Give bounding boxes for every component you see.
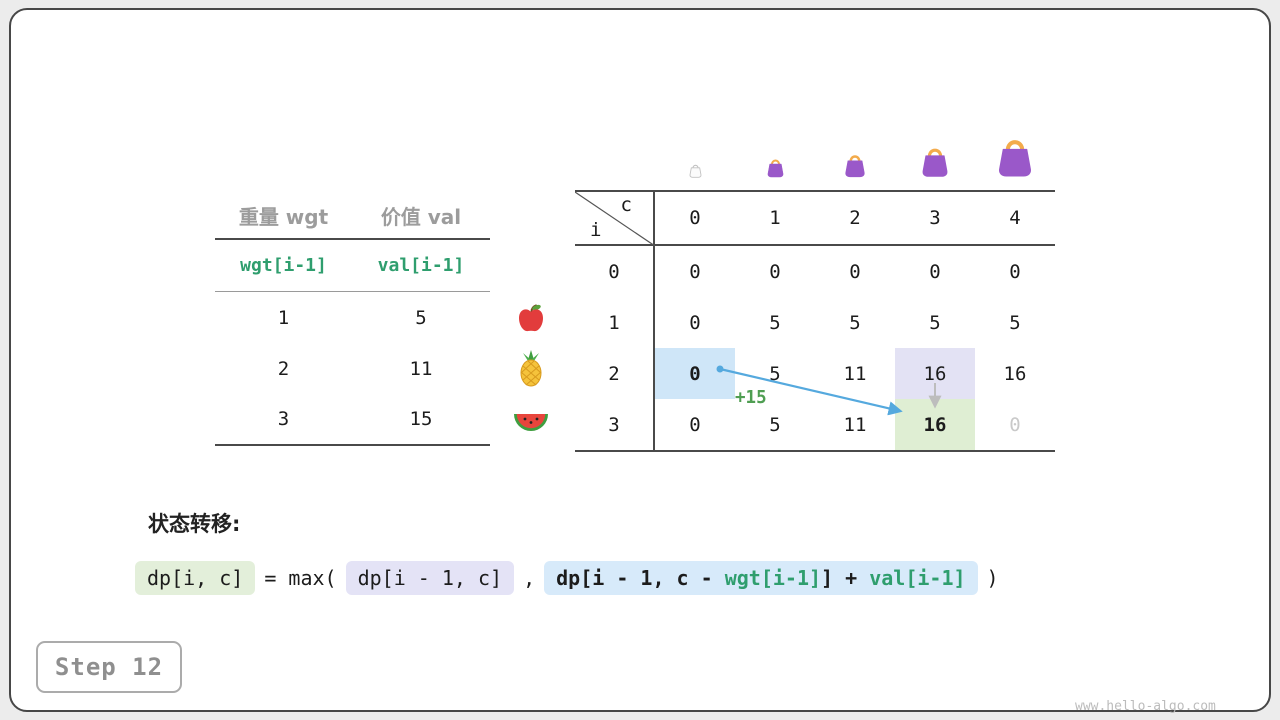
dp-row-header-1: 1 <box>575 297 655 348</box>
dp-col-header-4: 4 <box>975 192 1055 246</box>
bag-xlarge-icon <box>993 133 1037 182</box>
step-badge: Step 12 <box>36 641 182 693</box>
dp-row-header-0: 0 <box>575 246 655 297</box>
watermelon-icon <box>513 404 549 440</box>
item-row-watermelon: 3 15 <box>215 394 490 446</box>
item-row-pineapple: 2 11 <box>215 343 490 394</box>
bag-large-icon <box>918 143 952 182</box>
dp-cell-0-3: 0 <box>929 260 941 283</box>
dp-cell-3-3-result-highlight: 16 <box>895 399 975 450</box>
value-column-header: 价值 val <box>380 205 462 229</box>
dp-corner-cell: c i <box>575 192 655 246</box>
pineapple-icon <box>513 350 549 387</box>
gain-label: +15 <box>735 388 767 408</box>
dp-col-header-3: 3 <box>895 192 975 246</box>
capacity-bags-row <box>655 126 1055 182</box>
dp-row-header-3: 3 <box>575 399 655 450</box>
item-val: 11 <box>409 357 433 380</box>
dp-cell-0-0: 0 <box>689 260 701 283</box>
dp-table: c i 0 1 2 3 4 0 0 0 0 0 0 1 0 5 5 5 5 2 … <box>575 190 1055 452</box>
item-val: 15 <box>409 408 433 430</box>
formula-arg2-part2: ] + <box>821 566 870 590</box>
dp-cell-3-1: 5 <box>769 413 781 436</box>
formula-arg2: dp[i - 1, c - wgt[i-1]] + val[i-1] <box>544 561 978 595</box>
item-table-header-row: 重量 wgt 价值 val <box>215 193 490 240</box>
formula-arg1: dp[i - 1, c] <box>345 561 515 595</box>
corner-diagonal-line <box>575 192 655 246</box>
dp-cell-3-4: 0 <box>1009 413 1021 436</box>
dp-col-header-0: 0 <box>655 192 735 246</box>
item-wgt: 2 <box>277 357 290 380</box>
wgt-index-label: wgt[i-1] <box>240 255 327 276</box>
dp-cell-1-3: 5 <box>929 311 941 334</box>
dp-row-header-2: 2 <box>575 348 655 399</box>
formula-comma: , <box>523 566 536 590</box>
dp-cell-3-2: 11 <box>843 413 867 436</box>
dp-cell-2-3-compare-highlight: 16 <box>895 348 975 399</box>
bag-small-icon <box>765 156 786 182</box>
transition-heading: 状态转移: <box>148 512 241 536</box>
formula-lhs: dp[i, c] <box>135 561 256 595</box>
dp-col-header-2: 2 <box>815 192 895 246</box>
formula-arg2-wgt: wgt[i-1] <box>724 566 822 590</box>
dp-cell-1-1: 5 <box>769 311 781 334</box>
item-table: 重量 wgt 价值 val wgt[i-1] val[i-1] 1 5 2 11… <box>215 193 490 446</box>
apple-icon <box>513 300 549 336</box>
dp-cell-1-0: 0 <box>689 311 701 334</box>
formula-arg2-val: val[i-1] <box>869 566 966 590</box>
transition-formula: dp[i, c] = max( dp[i - 1, c] , dp[i - 1,… <box>135 561 999 595</box>
item-table-index-row: wgt[i-1] val[i-1] <box>215 240 490 292</box>
formula-close-paren: ) <box>986 566 999 590</box>
dp-cell-2-0-source-highlight: 0 <box>655 348 735 399</box>
item-wgt: 1 <box>277 306 290 329</box>
dp-col-header-1: 1 <box>735 192 815 246</box>
step-label: Step 12 <box>54 653 164 681</box>
dp-cell-0-4: 0 <box>1009 260 1021 283</box>
item-val: 5 <box>415 306 427 329</box>
weight-column-header: 重量 wgt <box>238 205 329 229</box>
bag-empty-icon <box>688 162 703 182</box>
dp-cell-2-4: 16 <box>1003 362 1027 385</box>
item-wgt: 3 <box>277 408 290 430</box>
corner-row-var: i <box>590 219 602 241</box>
dp-cell-2-2: 11 <box>843 362 867 385</box>
dp-cell-3-0: 0 <box>689 413 701 436</box>
formula-arg2-part1: dp[i - 1, c - <box>556 566 725 590</box>
dp-cell-0-1: 0 <box>769 260 781 283</box>
item-row-apple: 1 5 <box>215 292 490 343</box>
formula-equals-max: = max( <box>264 566 337 590</box>
val-index-label: val[i-1] <box>377 255 465 276</box>
dp-cell-0-2: 0 <box>849 260 861 283</box>
dp-cell-1-4: 5 <box>1009 311 1021 334</box>
watermark: www.hello-algo.com <box>1075 699 1216 714</box>
bag-medium-icon <box>842 151 868 182</box>
corner-col-var: c <box>620 194 632 216</box>
dp-cell-1-2: 5 <box>849 311 861 334</box>
